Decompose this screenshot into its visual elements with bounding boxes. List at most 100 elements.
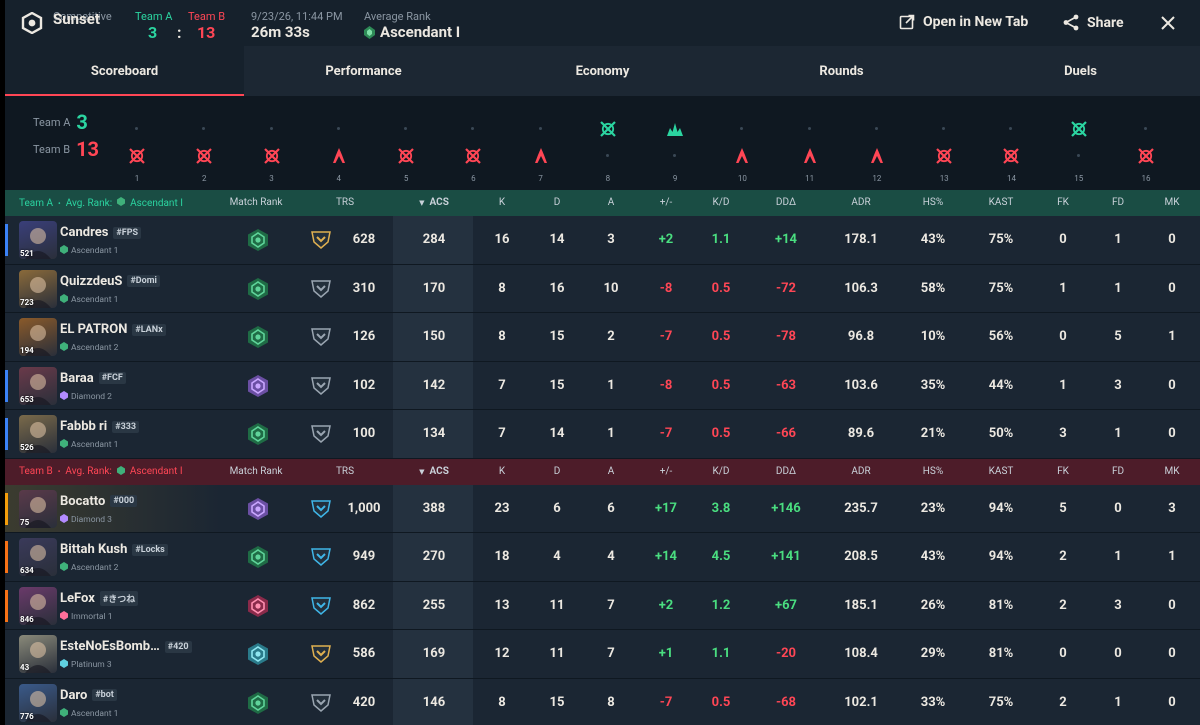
column-header-acs[interactable]: ▼ ACS — [399, 466, 469, 477]
round-win-spike-icon — [732, 146, 752, 166]
player-name[interactable]: Fabbb ri #333 — [60, 419, 140, 434]
trs-tier-silver-icon — [310, 279, 332, 299]
acs-column-highlight — [393, 361, 473, 409]
player-name-text: QuizzdeuS — [60, 273, 123, 289]
column-header-fk[interactable]: FK — [1057, 197, 1069, 208]
player-rank-text: Ascendant 1 — [71, 246, 119, 256]
party-indicator — [5, 224, 8, 256]
tab-performance[interactable]: Performance — [325, 63, 402, 79]
match-rank-ascendant-icon — [247, 691, 269, 714]
column-header-d[interactable]: D — [553, 465, 561, 477]
player-name[interactable]: EsteNoEsBomb… #420 — [60, 639, 192, 654]
player-row[interactable]: 526 Fabbb ri #333 Ascendant 1 100 134 7 14 1 -7 0.… — [5, 410, 1200, 459]
column-header-fk[interactable]: FK — [1057, 465, 1069, 477]
player-row[interactable]: 194 EL PATRON #LANx Ascendant 2 126 150 8 15 2 -7… — [5, 313, 1200, 362]
round-2[interactable]: 2 — [192, 104, 216, 184]
match-rank-immortal-icon — [247, 594, 269, 617]
column-header-mk[interactable]: MK — [1164, 197, 1180, 208]
player-row[interactable]: 776 Daro #bot Ascendant 1 420 146 8 15 8 -7 0.5 -68… — [5, 678, 1200, 725]
column-header-hs[interactable]: HS% — [922, 465, 944, 477]
column-header-a[interactable]: A — [607, 197, 615, 208]
round-5[interactable]: 5 — [394, 104, 418, 184]
player-name[interactable]: LeFox #きつね — [60, 590, 139, 606]
round-16[interactable]: 16 — [1134, 104, 1158, 184]
ascendant-rank-icon — [60, 707, 68, 720]
player-tag: #333 — [112, 420, 140, 433]
round-6[interactable]: 6 — [461, 104, 485, 184]
share-button[interactable]: Share — [1063, 14, 1124, 31]
column-header-kast[interactable]: KAST — [988, 465, 1014, 477]
column-header-kast[interactable]: KAST — [988, 197, 1014, 208]
round-12[interactable]: 12 — [865, 104, 889, 184]
column-header-mk[interactable]: MK — [1164, 465, 1180, 477]
player-rank: Ascendant 1 — [60, 707, 118, 720]
stat-adr: 185.1 — [844, 597, 878, 613]
column-header-adr[interactable]: ADR — [851, 197, 871, 208]
tab-scoreboard[interactable]: Scoreboard — [5, 46, 244, 96]
tab-economy[interactable]: Economy — [575, 63, 630, 79]
column-header-match-rank[interactable]: Match Rank — [229, 465, 283, 477]
round-15[interactable]: 15 — [1067, 104, 1091, 184]
stat-pm: -8 — [659, 280, 673, 296]
column-header-fd[interactable]: FD — [1111, 197, 1125, 208]
column-header-pm[interactable]: +/- — [659, 197, 673, 208]
stat-k: 16 — [494, 232, 510, 247]
column-header-dd[interactable]: DDΔ — [775, 465, 797, 477]
player-row[interactable]: 43 EsteNoEsBomb… #420 Platinum 3 586 169 12 11 7… — [5, 630, 1200, 679]
column-header-fd[interactable]: FD — [1111, 465, 1125, 477]
round-11[interactable]: 11 — [798, 104, 822, 184]
round-number: 15 — [1074, 174, 1084, 183]
player-name[interactable]: QuizzdeuS #Domi — [60, 274, 160, 289]
column-header-trs[interactable]: TRS — [335, 465, 355, 477]
close-icon[interactable] — [1160, 15, 1176, 31]
player-row[interactable]: 723 QuizzdeuS #Domi Ascendant 1 310 170 8 16 10-… — [5, 264, 1200, 313]
player-name[interactable]: Bittah Kush #Locks — [60, 542, 168, 557]
player-row[interactable]: 521 Candres #FPS Ascendant 1 628 284 16 14 3 +2 1.… — [5, 216, 1200, 265]
round-3[interactable]: 3 — [260, 104, 284, 184]
player-row[interactable]: 846 LeFox #きつね Immortal 1 862 255 13 11 7 +2 1.2 +6… — [5, 581, 1200, 630]
column-header-hs[interactable]: HS% — [922, 197, 944, 208]
round-1[interactable]: 1 — [125, 104, 149, 184]
agent-portrait-icon — [25, 593, 51, 625]
stat-mk: 0 — [1168, 597, 1176, 613]
column-header-kd[interactable]: K/D — [712, 465, 730, 477]
column-header-acs[interactable]: ▼ ACS — [399, 197, 469, 208]
player-name[interactable]: Bocatto #000 — [60, 494, 138, 509]
stat-acs: 284 — [422, 232, 446, 247]
round-9[interactable]: 9 — [663, 104, 687, 184]
player-rank-text: Diamond 3 — [71, 514, 112, 525]
open-in-new-tab-button[interactable]: Open in New Tab — [899, 14, 1028, 30]
column-header-adr[interactable]: ADR — [851, 465, 871, 477]
player-name[interactable]: Baraa #FCF — [60, 371, 126, 386]
player-name[interactable]: Daro #bot — [60, 688, 117, 703]
round-8[interactable]: 8 — [596, 104, 620, 184]
round-10[interactable]: 10 — [730, 104, 754, 184]
column-header-pm[interactable]: +/- — [659, 465, 673, 477]
round-7[interactable]: 7 — [529, 104, 553, 184]
player-row[interactable]: 75 Bocatto #000 Diamond 3 1,000 388 23 6 6 +17 3.8… — [5, 484, 1200, 533]
stat-pm: -7 — [659, 694, 673, 710]
player-rank-text: Ascendant 2 — [71, 343, 119, 353]
player-name[interactable]: Candres #FPS — [60, 225, 142, 240]
column-header-k[interactable]: K — [498, 465, 506, 477]
column-header-match-rank[interactable]: Match Rank — [229, 197, 283, 208]
tab-rounds[interactable]: Rounds — [819, 63, 864, 79]
round-14[interactable]: 14 — [999, 104, 1023, 184]
stat-d: 16 — [549, 280, 565, 296]
column-header-d[interactable]: D — [553, 197, 561, 208]
average-rank: Average Rank Ascendant I — [364, 10, 460, 41]
player-name[interactable]: EL PATRON #LANx — [60, 322, 166, 337]
column-header-dd[interactable]: DDΔ — [775, 197, 797, 208]
column-header-a[interactable]: A — [607, 465, 615, 477]
tab-duels[interactable]: Duels — [1064, 63, 1097, 79]
round-4[interactable]: 4 — [327, 104, 351, 184]
player-row[interactable]: 634 Bittah Kush #Locks Ascendant 2 949 270 18 4… — [5, 533, 1200, 582]
stat-trs: 949 — [352, 549, 376, 564]
column-header-k[interactable]: K — [498, 197, 506, 208]
round-13[interactable]: 13 — [932, 104, 956, 184]
player-rank: Diamond 2 — [60, 390, 112, 403]
player-row[interactable]: 653 Baraa #FCF Diamond 2 102 142 7 15 1 -8 0.5 -63 1… — [5, 361, 1200, 410]
column-header-kd[interactable]: K/D — [712, 197, 730, 208]
column-header-trs[interactable]: TRS — [335, 197, 355, 208]
mode-label: Competitive — [53, 10, 112, 23]
